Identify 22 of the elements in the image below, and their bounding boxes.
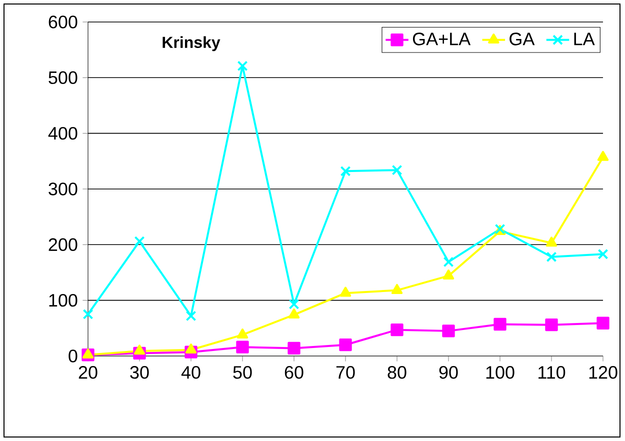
y-tick-label: 600 (48, 16, 78, 28)
y-tick-label: 400 (48, 126, 78, 140)
x-tick-label: 70 (336, 366, 355, 379)
x-tick-label: 40 (181, 366, 200, 379)
x-tick-label: 60 (284, 366, 304, 379)
x-tick-label: 30 (130, 366, 149, 379)
legend-label: GA (510, 32, 535, 46)
x-tick-label: 50 (233, 366, 252, 379)
x-tick-label: 120 (589, 366, 618, 379)
x-tick-label: 110 (538, 366, 566, 379)
y-tick-label: 500 (48, 71, 78, 84)
x-tick-label: 80 (388, 366, 406, 379)
y-tick-label: 200 (48, 238, 78, 252)
text: Krinsky (162, 36, 220, 52)
x-tick-label: 20 (78, 366, 98, 379)
y-tick-label: 100 (49, 294, 78, 307)
y-tick-label: 300 (48, 182, 78, 196)
x-tick-label: 100 (486, 366, 514, 379)
y-tick-label: 0 (68, 350, 78, 362)
legend-label: LA (574, 32, 595, 46)
legend-label: GA+LA (412, 32, 471, 46)
x-tick-label: 90 (439, 366, 458, 379)
